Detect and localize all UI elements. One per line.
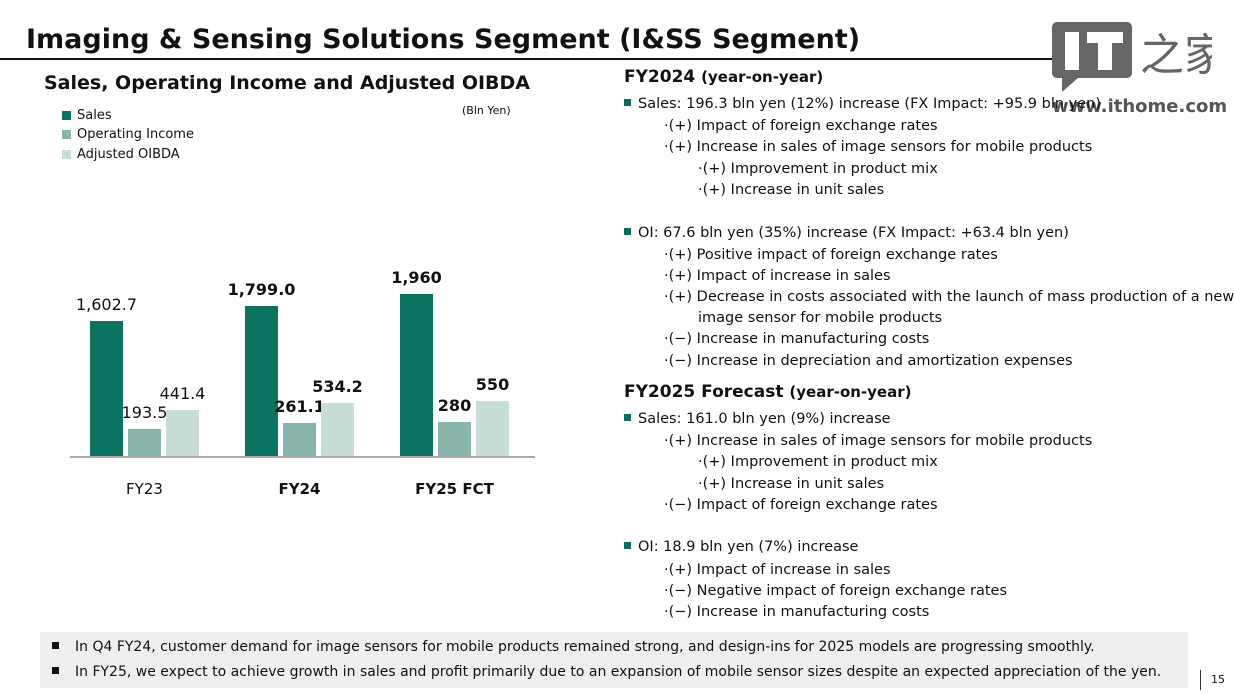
chart-title: Sales, Operating Income and Adjusted OIB… — [44, 72, 531, 94]
data-label: 1,602.7 — [75, 295, 138, 315]
watermark-logo: 之家 — [1052, 22, 1228, 96]
title-divider — [0, 58, 1132, 60]
bullet: ·(+) Increase in unit sales — [698, 476, 885, 492]
bar-operating-income-fy23 — [128, 428, 161, 456]
chart-unit: (Bln Yen) — [462, 104, 511, 117]
legend-swatch — [62, 150, 71, 159]
legend-swatch — [62, 111, 71, 120]
data-label: 280 — [437, 395, 472, 415]
bullet: ·(−) Negative impact of foreign exchange… — [664, 583, 1008, 599]
category-label: FY25 FCT — [415, 480, 494, 498]
fy2024-oi: OI: 67.6 bln yen (35%) increase (FX Impa… — [624, 225, 1069, 241]
legend-sales: Sales — [62, 108, 112, 123]
category-label: FY23 — [126, 480, 163, 498]
bar-adjusted-oibda-fy23 — [166, 409, 199, 456]
data-label: 534.2 — [312, 376, 363, 396]
fy2025-sales: Sales: 161.0 bln yen (9%) increase — [624, 411, 891, 427]
bullet: ·(+) Increase in sales of image sensors … — [664, 433, 1093, 449]
data-label: 441.4 — [159, 383, 206, 403]
bullet: ·(−) Impact of foreign exchange rates — [664, 497, 938, 513]
bullet: ·(+) Decrease in costs associated with t… — [664, 289, 1234, 305]
bar-adjusted-oibda-fy25-fct — [476, 401, 509, 456]
data-label: 550 — [475, 375, 510, 395]
bullet: ·(+) Improvement in product mix — [698, 454, 938, 470]
bullet: ·(−) Increase in manufacturing costs — [664, 331, 930, 347]
bar-sales-fy25-fct — [400, 293, 433, 456]
page-number: 15 — [1200, 670, 1225, 690]
data-label: 193.5 — [121, 402, 168, 422]
page-title: Imaging & Sensing Solutions Segment (I&S… — [26, 24, 861, 55]
bullet: ·(−) Increase in depreciation and amorti… — [664, 353, 1073, 369]
bullet: ·(+) Increase in unit sales — [698, 182, 885, 198]
note: In FY25, we expect to achieve growth in … — [52, 664, 1161, 680]
bar-adjusted-oibda-fy24 — [321, 402, 354, 456]
svg-text:之家: 之家 — [1140, 30, 1212, 81]
bullet: ·(+) Positive impact of foreign exchange… — [664, 247, 998, 263]
bullet: ·(−) Increase in manufacturing costs — [664, 604, 930, 620]
legend-adjusted-oibda: Adjusted OIBDA — [62, 147, 180, 162]
x-axis — [70, 456, 535, 458]
fy2025-heading: FY2025 Forecast (year-on-year) — [624, 382, 912, 402]
bullet: ·(+) Improvement in product mix — [698, 161, 938, 177]
bullet: ·(+) Impact of increase in sales — [664, 268, 891, 284]
legend-swatch — [62, 130, 71, 139]
bar-operating-income-fy24 — [283, 423, 316, 456]
bullet: ·(+) Impact of foreign exchange rates — [664, 118, 938, 134]
bar-operating-income-fy25-fct — [438, 421, 471, 456]
bar-sales-fy24 — [245, 306, 278, 456]
category-label: FY24 — [278, 480, 321, 498]
data-label: 1,960 — [391, 267, 442, 287]
bullet-continued: image sensor for mobile products — [698, 310, 943, 326]
data-label: 261.1 — [274, 397, 325, 417]
bar-sales-fy23 — [90, 321, 123, 456]
legend-operating-income: Operating Income — [62, 127, 194, 142]
fy2024-heading: FY2024 (year-on-year) — [624, 67, 824, 87]
watermark-url: www.ithome.com — [1052, 96, 1228, 117]
bullet: ·(+) Increase in sales of image sensors … — [664, 139, 1093, 155]
bullet: ·(+) Impact of increase in sales — [664, 562, 891, 578]
summary-notes: In Q4 FY24, customer demand for image se… — [40, 632, 1188, 688]
fy2025-oi: OI: 18.9 bln yen (7%) increase — [624, 539, 858, 555]
fy2024-sales: Sales: 196.3 bln yen (12%) increase (FX … — [624, 96, 1101, 112]
data-label: 1,799.0 — [227, 280, 296, 300]
note: In Q4 FY24, customer demand for image se… — [52, 639, 1095, 655]
